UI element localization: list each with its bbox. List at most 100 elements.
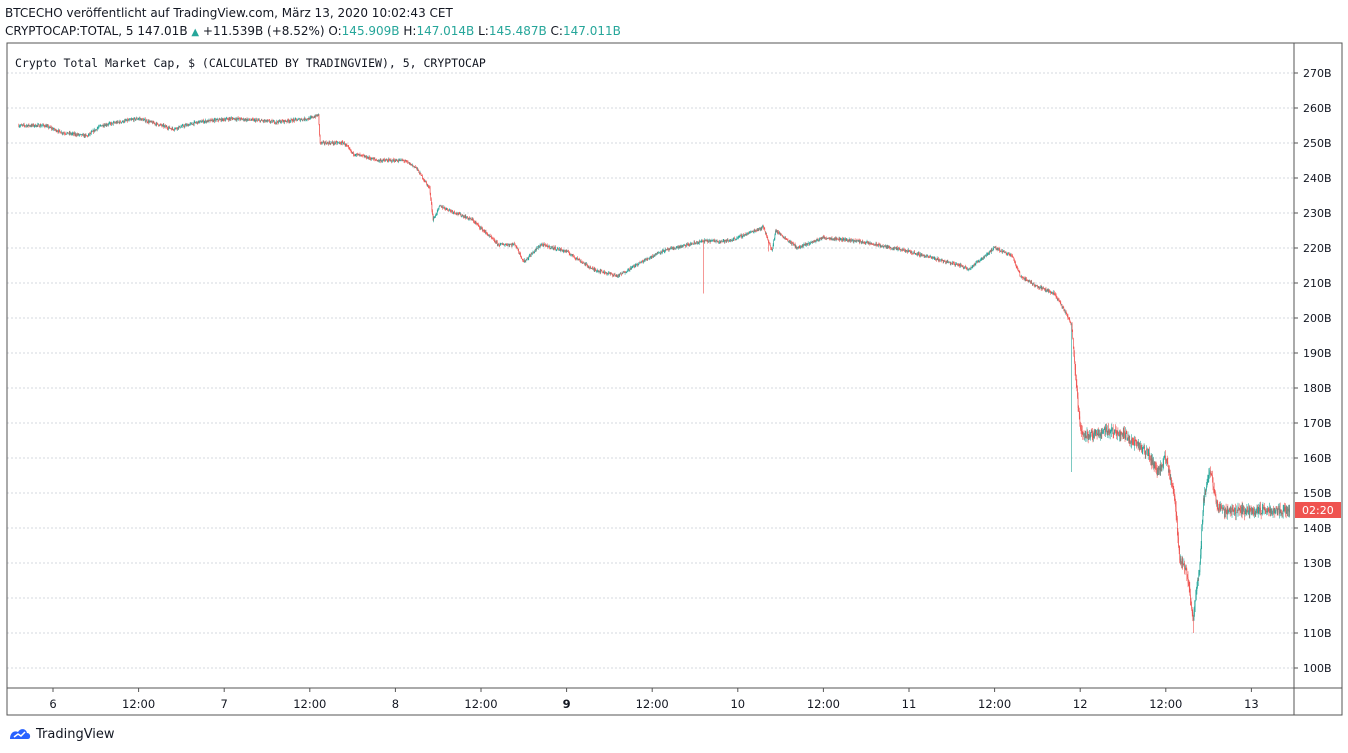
candle-body xyxy=(1180,559,1181,561)
candle-body xyxy=(1219,504,1220,509)
candle-body xyxy=(587,264,588,267)
candle-body xyxy=(619,274,621,276)
candle-body xyxy=(234,118,235,120)
candle-body xyxy=(1017,266,1018,269)
candle-body xyxy=(1092,434,1094,439)
candle-body xyxy=(914,253,916,254)
candle-body xyxy=(1240,509,1241,511)
candle-body xyxy=(1071,323,1072,325)
candle-body xyxy=(991,249,993,251)
candle-body xyxy=(1194,600,1196,607)
candle-body xyxy=(1203,498,1205,501)
candle-body xyxy=(1112,428,1114,433)
candle-body xyxy=(1004,252,1006,254)
candle-body xyxy=(630,267,632,270)
candle-body xyxy=(330,142,332,144)
candle-body xyxy=(171,128,173,130)
candle-body xyxy=(1065,312,1066,313)
candle-body xyxy=(329,143,331,144)
candle-body xyxy=(108,123,109,125)
candle-body xyxy=(332,143,334,144)
candle-body xyxy=(1062,306,1064,308)
candle-body xyxy=(896,247,898,249)
candle-body xyxy=(126,119,128,121)
candle-body xyxy=(1144,446,1145,454)
candle-body xyxy=(749,232,751,233)
candle-body xyxy=(139,118,140,120)
candle-body xyxy=(496,241,497,243)
candle-body xyxy=(803,245,804,247)
candle-body xyxy=(1202,522,1203,529)
candle-body xyxy=(1216,502,1218,507)
candle-body xyxy=(1234,510,1235,512)
candle-body xyxy=(383,159,385,161)
candle-body xyxy=(45,125,47,128)
candle-body xyxy=(1210,472,1211,475)
candle-body xyxy=(388,159,390,160)
candle-body xyxy=(257,120,259,121)
candle-body xyxy=(1260,510,1262,515)
candle-body xyxy=(846,239,848,241)
candle-body xyxy=(693,242,695,244)
candle-body xyxy=(685,245,687,247)
candle-body xyxy=(136,118,138,120)
candle-body xyxy=(1165,455,1166,460)
candle-body xyxy=(794,244,796,247)
candle-body xyxy=(612,274,613,276)
candle-body xyxy=(520,253,521,257)
candle-body xyxy=(838,238,840,241)
candle-body xyxy=(241,118,243,120)
brand-name[interactable]: TradingView xyxy=(36,726,115,742)
candle-body xyxy=(865,242,867,244)
candle-body xyxy=(719,241,720,243)
candle-body xyxy=(553,247,555,249)
candle-body xyxy=(1003,250,1005,252)
candle-body xyxy=(627,271,628,272)
candle-body xyxy=(1023,278,1024,279)
candle-body xyxy=(177,127,178,130)
candle-body xyxy=(1187,577,1189,584)
candle-body xyxy=(952,262,954,263)
candle-body xyxy=(568,251,569,253)
candle-body xyxy=(1072,331,1074,339)
candle-body xyxy=(230,118,231,120)
candle-body xyxy=(763,228,765,230)
candle-body xyxy=(32,124,34,126)
candle-body xyxy=(397,161,399,162)
candle-body xyxy=(968,268,969,270)
candle-body xyxy=(900,249,901,250)
candle-body xyxy=(96,128,98,130)
candle-body xyxy=(369,156,370,159)
candle-body xyxy=(599,270,601,273)
candle-body xyxy=(231,118,233,119)
candle-body xyxy=(41,125,43,127)
candle-body xyxy=(564,250,566,252)
candle-body xyxy=(715,240,717,242)
candle-body xyxy=(253,119,255,121)
candle-body xyxy=(981,258,983,259)
candle-body xyxy=(631,266,633,268)
candle-body xyxy=(256,119,258,121)
candle-body xyxy=(611,273,613,275)
candle-body xyxy=(214,119,215,122)
candle-body xyxy=(1213,486,1214,488)
candle-body xyxy=(958,264,959,266)
candle-body xyxy=(88,133,90,135)
candle-body xyxy=(1135,440,1137,443)
time-axis[interactable]: 6 12:00 7 12:00 8 12:00 9 12:00 10 12:00 11 12:00 12… xyxy=(49,688,1259,711)
candle-body xyxy=(48,125,49,128)
candle-body xyxy=(1069,318,1071,322)
candle-body xyxy=(806,243,807,246)
candle-body xyxy=(484,231,486,233)
candle-body xyxy=(909,250,911,252)
candle-body xyxy=(158,125,160,127)
price-axis[interactable]: 270B260B250B240B230B220B210B200B190B180B… xyxy=(1294,67,1332,675)
candle-body xyxy=(344,144,346,146)
candle-body xyxy=(559,248,560,250)
candle-body xyxy=(694,242,696,244)
candle-body xyxy=(1247,507,1248,512)
candle-body xyxy=(736,238,738,239)
candle-body xyxy=(131,119,132,120)
candle-body xyxy=(785,238,787,240)
